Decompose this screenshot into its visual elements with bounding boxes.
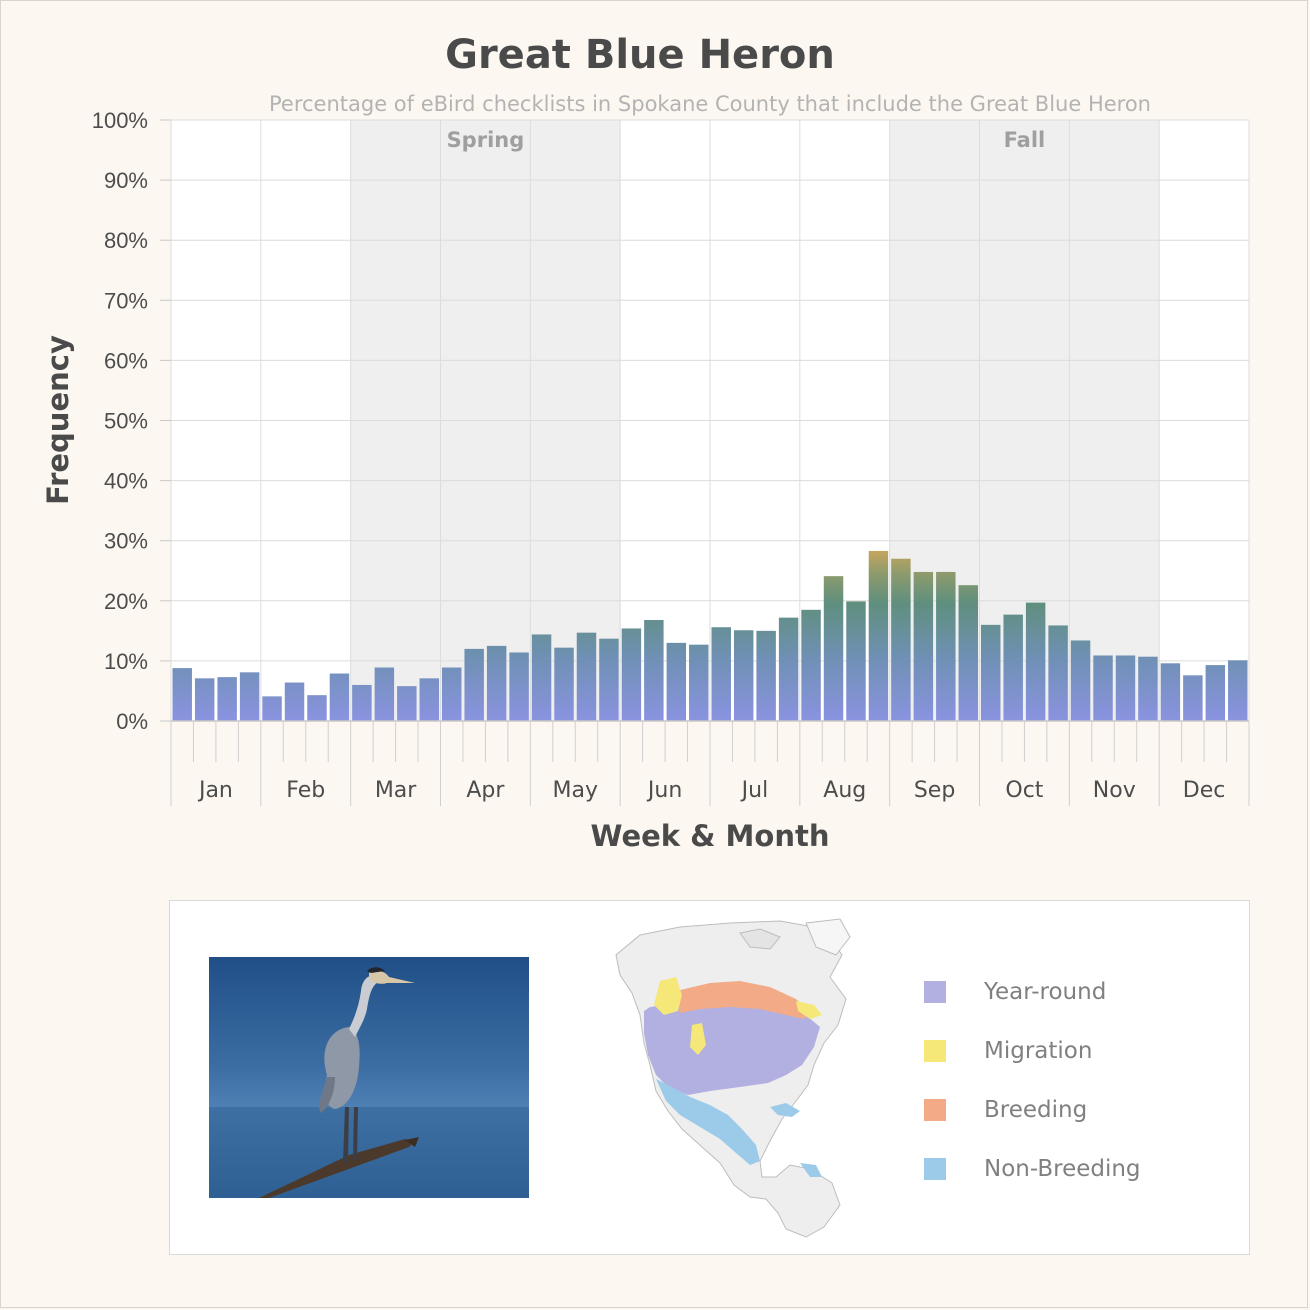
bar-week-38 <box>1003 614 1023 721</box>
bar-week-30 <box>823 576 844 721</box>
bar-week-36 <box>958 585 978 721</box>
month-label-sep: Sep <box>914 778 955 803</box>
y-tick-label: 70% <box>104 288 148 313</box>
y-tick-label: 90% <box>104 168 148 193</box>
legend-swatch <box>924 1158 946 1180</box>
heron-photo <box>209 957 529 1198</box>
bar-week-48 <box>1228 660 1248 721</box>
bar-week-16 <box>509 652 529 721</box>
bar-week-42 <box>1093 655 1113 721</box>
bar-week-14 <box>464 648 484 721</box>
month-label-apr: Apr <box>466 778 505 803</box>
bar-week-35 <box>936 571 956 721</box>
bar-week-20 <box>599 638 619 721</box>
legend-swatch <box>924 1040 946 1062</box>
month-label-jun: Jun <box>646 778 682 803</box>
season-label-fall: Fall <box>1004 128 1046 152</box>
month-label-may: May <box>553 778 598 803</box>
bar-week-27 <box>756 630 776 721</box>
y-tick-label: 100% <box>92 108 148 133</box>
bar-week-45 <box>1160 663 1181 721</box>
bar-week-32 <box>868 550 889 721</box>
bar-week-11 <box>397 686 417 721</box>
legend-swatch <box>924 1099 946 1121</box>
bar-week-5 <box>262 696 282 721</box>
chart-subtitle: Percentage of eBird checklists in Spokan… <box>269 92 1151 116</box>
month-label-nov: Nov <box>1093 778 1136 803</box>
bar-week-46 <box>1183 675 1203 721</box>
bar-week-24 <box>689 644 709 721</box>
month-label-oct: Oct <box>1005 778 1043 803</box>
bar-week-8 <box>329 673 350 721</box>
bar-week-22 <box>644 620 664 721</box>
bar-week-15 <box>486 645 507 721</box>
bar-week-23 <box>666 642 687 721</box>
month-label-feb: Feb <box>286 778 325 803</box>
bar-week-7 <box>307 695 327 721</box>
legend-label: Year-round <box>984 979 1107 1005</box>
month-label-aug: Aug <box>823 778 866 803</box>
y-axis-title: Frequency <box>41 335 75 505</box>
y-tick-label: 50% <box>104 409 148 434</box>
x-axis-title: Week & Month <box>591 819 830 853</box>
season-label-spring: Spring <box>447 128 525 152</box>
bar-week-37 <box>981 624 1001 721</box>
bar-week-44 <box>1138 656 1158 721</box>
bar-week-26 <box>733 630 754 721</box>
bar-week-39 <box>1025 602 1046 721</box>
bar-week-12 <box>419 678 439 721</box>
legend-swatch <box>924 981 946 1003</box>
bar-week-28 <box>778 617 799 721</box>
bar-week-43 <box>1115 655 1136 721</box>
chart-title: Great Blue Heron <box>445 32 835 78</box>
bar-week-6 <box>284 682 305 721</box>
y-tick-label: 80% <box>104 228 148 253</box>
bar-week-40 <box>1048 625 1068 721</box>
frequency-chart: Spring Fall 0% 10% 20% 30% 40% 50% 60% 70% 80% 90%… <box>41 32 1250 853</box>
bar-week-17 <box>531 634 552 721</box>
month-label-mar: Mar <box>375 778 417 803</box>
y-tick-label: 20% <box>104 589 148 614</box>
bar-week-3 <box>217 677 237 721</box>
bar-week-4 <box>239 672 260 721</box>
month-label-jul: Jul <box>740 778 769 803</box>
bar-week-10 <box>374 667 395 721</box>
bar-week-21 <box>621 628 642 721</box>
y-tick-label: 60% <box>104 348 148 373</box>
legend-label: Breeding <box>984 1097 1088 1123</box>
y-tick-label: 30% <box>104 529 148 554</box>
y-tick-label: 40% <box>104 469 148 494</box>
range-map <box>615 918 851 1238</box>
bar-week-2 <box>194 678 215 721</box>
bar-week-33 <box>891 558 911 721</box>
bar-week-13 <box>442 667 462 721</box>
month-label-jan: Jan <box>197 778 233 803</box>
bar-week-47 <box>1205 665 1226 721</box>
month-label-dec: Dec <box>1183 778 1226 803</box>
bar-week-9 <box>352 684 372 721</box>
info-panel: Year-round Migration Breeding Non-Breeding <box>169 900 1250 1255</box>
bar-week-34 <box>913 571 934 721</box>
bar-week-29 <box>801 609 821 721</box>
y-tick-label: 0% <box>116 709 148 734</box>
bar-week-31 <box>846 601 866 721</box>
bar-week-41 <box>1070 640 1091 721</box>
y-tick-label: 10% <box>104 649 148 674</box>
legend-label: Migration <box>984 1038 1093 1064</box>
bar-week-25 <box>711 627 731 721</box>
bar-week-19 <box>576 632 597 721</box>
bar-week-18 <box>554 647 574 721</box>
legend-label: Non-Breeding <box>984 1156 1141 1182</box>
bar-week-1 <box>172 668 192 721</box>
